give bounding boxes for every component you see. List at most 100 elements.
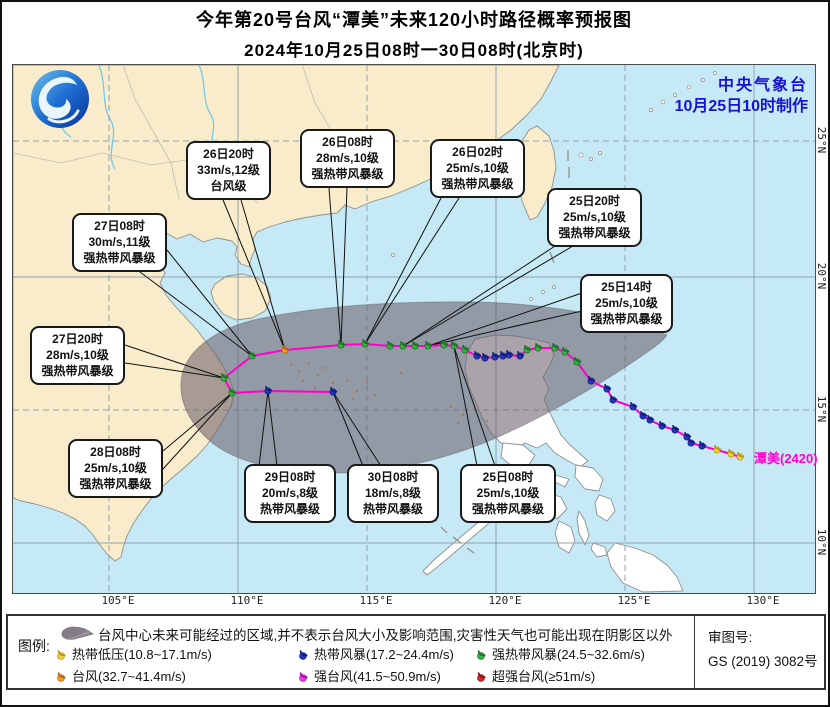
agency-issued: 10月25日10时制作 [674,97,808,115]
forecast-callout: 25日14时 25m/s,10级 强热带风暴级 [580,274,673,333]
callout-line: 热带风暴级 [362,502,423,517]
typhoon-point [440,339,449,349]
typhoon-point [424,340,433,350]
typhoon-point [337,339,346,349]
callout-line: 25m/s,10级 [563,210,626,225]
callout-line: 热带风暴级 [259,502,320,517]
storm-name-label: 潭美(2420) [754,451,818,466]
legend-title: 图例: [18,638,50,654]
callout-line: 18m/s,8级 [364,486,422,501]
callout-line: 33m/s,12级 [197,163,260,178]
callout-line: 26日08时 [322,135,373,149]
typhoon-point [603,383,612,393]
typhoon-point [523,344,532,354]
callout-line: 20m/s,8级 [261,486,319,501]
cma-logo [31,70,89,128]
forecast-callout: 25日20时 25m/s,10级 强热带风暴级 [547,188,642,247]
typhoon-point [587,375,596,385]
red-typhoon-icon [477,672,486,682]
typhoon-point [609,394,618,404]
legend: 图例: 台风中心未来可能经过的区域,并不表示台风大小及影响范围,灾害性天气也可能… [6,614,826,690]
latitude-label: 15°N [815,395,828,423]
forecast-callout: 25日08时 25m/s,10级 强热带风暴级 [460,464,556,523]
callout-line: 强热带风暴级 [41,364,114,379]
typhoon-point [264,385,273,395]
agency-block: 中央气象台 10月25日10时制作 [675,76,808,118]
forecast-callout: 26日08时 28m/s,10级 强热带风暴级 [300,129,395,188]
typhoon-point [629,401,638,411]
forecast-callout: 27日20时 28m/s,10级 强热带风暴级 [30,326,125,385]
legend-item: 强台风(41.5~50.9m/s) [296,666,441,685]
callout-line: 25m/s,10级 [476,486,540,501]
typhoon-point [399,340,408,350]
forecast-callout: 27日08时 30m/s,11级 强热带风暴级 [72,213,167,272]
latitude-label: 10°N [815,528,828,556]
typhoon-point [329,386,338,396]
callout-line: 强热带风暴级 [79,477,152,492]
yellow-typhoon-icon [57,650,66,660]
legend-item-label: 强热带风暴(24.5~32.6m/s) [492,647,645,662]
longitude-label: 110°E [230,594,264,607]
typhoon-point [481,352,490,362]
callout-line: 25日08时 [482,470,534,484]
callout-line: 25m/s,10级 [84,461,147,476]
legend-item: 热带风暴(17.2~24.4m/s) [296,644,454,663]
latitude-label: 20°N [815,262,828,290]
legend-item: 热带低压(10.8~17.1m/s) [54,644,212,663]
longitude-label: 115°E [359,594,393,607]
typhoon-point [411,340,420,350]
page-title: 今年第20号台风“潭美”未来120小时路径概率预报图 2024年10月25日08… [2,6,826,61]
longitude-label: 105°E [101,594,135,607]
latitude-label: 25°N [815,126,828,154]
title-line2: 2024年10月25日08时一30日08时(北京时) [244,41,584,60]
typhoon-point [713,444,722,454]
forecast-callout: 26日02时 25m/s,10级 强热带风暴级 [430,139,525,198]
longitude-label: 125°E [617,594,651,607]
typhoon-point [683,431,692,441]
approval-line2: GS (2019) 3082号 [708,654,818,670]
legend-item: 超强台风(≥51m/s) [474,666,595,685]
typhoon-point [736,451,745,461]
callout-line: 25日20时 [569,194,620,208]
callout-line: 强热带风暴级 [471,502,544,517]
typhoon-point [281,344,290,354]
callout-line: 26日02时 [452,145,503,159]
legend-item-label: 热带风暴(17.2~24.4m/s) [314,647,454,662]
typhoon-point [499,350,508,360]
orange-typhoon-icon [57,672,66,682]
callout-line: 27日08时 [94,219,145,233]
typhoon-point [573,356,582,366]
callout-line: 25m/s,10级 [446,161,509,176]
callout-line: 25日14时 [601,280,652,294]
legend-item: 台风(32.7~41.4m/s) [54,666,186,685]
green-typhoon-icon [477,650,486,660]
longitude-label: 120°E [488,594,522,607]
callout-line: 25m/s,10级 [595,296,658,311]
typhoon-point [361,338,370,348]
callout-line: 30日08时 [367,470,419,484]
typhoon-point [450,340,459,350]
typhoon-point [646,414,655,424]
approval-line1: 审图号: [708,630,753,645]
typhoon-point [228,387,237,397]
legend-item-label: 台风(32.7~41.4m/s) [72,669,186,684]
legend-divider [694,616,695,688]
callout-line: 强热带风暴级 [311,167,384,182]
callout-line: 28m/s,10级 [46,348,109,363]
legend-item-label: 热带低压(10.8~17.1m/s) [72,647,212,662]
reef-speckles [289,361,489,425]
title-line1: 今年第20号台风“潭美”未来120小时路径概率预报图 [195,10,633,30]
typhoon-point [491,351,500,361]
probability-swath [180,301,668,474]
forecast-callout: 30日08时 18m/s,8级 热带风暴级 [347,464,439,523]
forecast-callout: 28日08时 25m/s,10级 强热带风暴级 [68,439,163,498]
map-approval-number: 审图号: GS (2019) 3082号 [708,626,818,675]
typhoon-point [386,340,395,350]
typhoon-point [516,350,525,360]
typhoon-point [505,349,514,359]
typhoon-point [248,350,257,360]
typhoon-point [671,424,680,434]
typhoon-point [658,420,667,430]
callout-line: 30m/s,11级 [88,235,151,250]
agency-name: 中央气象台 [717,77,808,94]
